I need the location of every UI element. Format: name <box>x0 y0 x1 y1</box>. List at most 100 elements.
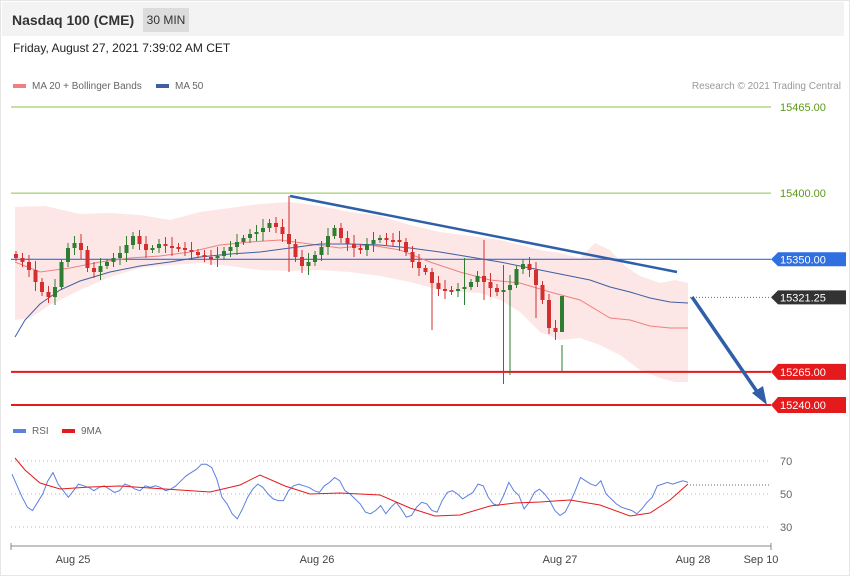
candle-body <box>436 283 441 289</box>
candle-body <box>501 290 506 292</box>
trend-line <box>289 194 678 274</box>
legend-rsi: RSI <box>13 426 49 437</box>
x-tick-label: Aug 25 <box>56 554 91 566</box>
candle-body <box>514 269 519 285</box>
candle-body <box>391 240 395 242</box>
candle-body <box>547 300 551 328</box>
candle-body <box>274 223 278 227</box>
candle-body <box>332 228 337 236</box>
candle-body <box>540 285 545 300</box>
support-level-tag <box>771 397 846 413</box>
candle-body <box>384 238 389 240</box>
candle-body <box>33 270 38 282</box>
forecast-arrow-shaft <box>690 296 762 397</box>
candle-body <box>261 228 265 232</box>
candle-body <box>85 250 90 268</box>
candle-body <box>358 248 363 250</box>
candle-body <box>378 238 382 240</box>
x-tick-label: Aug 27 <box>543 554 578 566</box>
ma20-legend-label: MA 20 + Bollinger Bands <box>32 81 142 92</box>
candle-body <box>228 247 233 251</box>
candle-body <box>553 328 558 332</box>
candle-body <box>27 262 31 270</box>
candle-body <box>72 243 77 248</box>
candle-body <box>300 257 304 266</box>
candle-body <box>189 250 194 252</box>
candle-body <box>326 236 330 247</box>
candle-body <box>443 289 447 291</box>
bollinger-band <box>15 202 688 382</box>
candle-body <box>267 223 272 228</box>
candle-body <box>488 282 493 288</box>
pivot-level-tag <box>771 252 846 267</box>
candle-body <box>521 264 525 269</box>
candle-body <box>423 268 428 272</box>
rsi-line <box>11 463 689 520</box>
candle-body <box>365 244 369 250</box>
candle-body <box>98 266 103 272</box>
candle-body <box>280 227 285 234</box>
legend-ma20: MA 20 + Bollinger Bands <box>13 81 142 92</box>
candle-body <box>215 256 220 258</box>
candle-body <box>482 276 486 282</box>
candle-body <box>150 248 155 250</box>
timeframe-button[interactable]: 30 MIN <box>143 8 189 32</box>
forecast-arrow-head <box>752 386 767 405</box>
candle-body <box>209 257 213 259</box>
rsi-tick-label: 70 <box>780 456 792 468</box>
candle-body <box>397 240 402 242</box>
candle-body <box>345 238 350 244</box>
resistance-level-label: 15465.00 <box>780 102 826 114</box>
candle-body <box>196 252 200 255</box>
instrument-title: Nasdaq 100 (CME) <box>12 12 135 28</box>
chart-datetime: Friday, August 27, 2021 7:39:02 AM CET <box>13 41 231 55</box>
candle-body <box>14 254 18 258</box>
candle-body <box>111 258 116 262</box>
candle-body <box>254 232 259 234</box>
candle-body <box>410 252 415 262</box>
candle-body <box>53 287 57 297</box>
candle-body <box>248 234 252 238</box>
candle-body <box>131 236 135 245</box>
candle-body <box>163 244 168 246</box>
candle-body <box>313 255 317 262</box>
ma50-swatch <box>156 84 169 89</box>
candle-body <box>66 248 70 262</box>
support-level-tag <box>771 363 846 380</box>
candle-body <box>527 264 532 270</box>
ma50-line <box>14 243 689 338</box>
legend-ma50: MA 50 <box>156 81 203 92</box>
candle-body <box>417 262 421 268</box>
ma20-swatch <box>13 84 26 89</box>
candle-body <box>137 236 142 244</box>
candle-body <box>352 244 356 248</box>
candle-body <box>157 244 161 248</box>
candle-body <box>508 285 512 290</box>
candle-body <box>20 258 25 262</box>
candle-body <box>235 242 239 247</box>
candle-body <box>202 255 207 257</box>
rsi-tick-label: 50 <box>780 489 792 501</box>
candle-body <box>176 247 181 249</box>
candle-body <box>339 228 343 238</box>
support-level-label: 15240.00 <box>780 400 826 412</box>
candle-body <box>462 287 467 289</box>
pivot-level-label: 15350.00 <box>780 254 826 266</box>
x-tick-label: Aug 26 <box>300 554 335 566</box>
candle-body <box>59 262 64 287</box>
last-price-tag <box>771 290 846 305</box>
candle-body <box>475 276 480 282</box>
candle-body <box>241 238 246 242</box>
candle-body <box>449 290 454 292</box>
candle-body <box>371 240 376 244</box>
candle-body <box>469 282 473 287</box>
candle-body <box>430 272 434 283</box>
candle-body <box>534 270 538 285</box>
candle-body <box>105 262 109 266</box>
candle-body <box>46 292 51 297</box>
candle-body <box>287 234 291 244</box>
rsi-legend-label: RSI <box>32 426 49 437</box>
candle-body <box>144 244 148 250</box>
support-level-label: 15265.00 <box>780 367 826 379</box>
